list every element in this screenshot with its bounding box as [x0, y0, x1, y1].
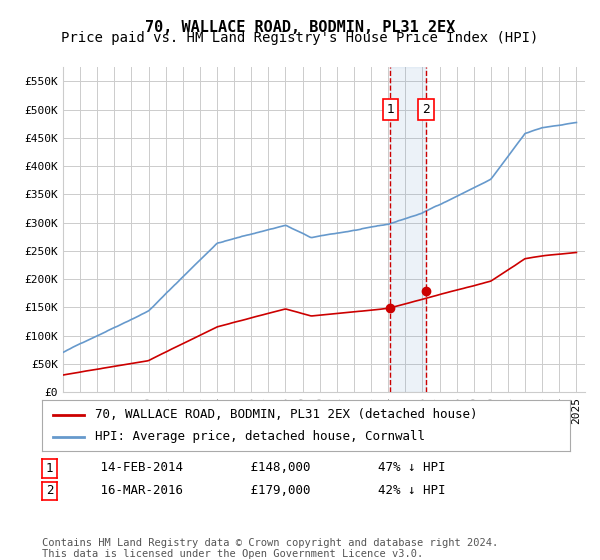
Text: 14-FEB-2014         £148,000         47% ↓ HPI: 14-FEB-2014 £148,000 47% ↓ HPI	[78, 461, 445, 474]
Text: Contains HM Land Registry data © Crown copyright and database right 2024.
This d: Contains HM Land Registry data © Crown c…	[42, 538, 498, 559]
Bar	[390, 67, 426, 392]
Text: 70, WALLACE ROAD, BODMIN, PL31 2EX: 70, WALLACE ROAD, BODMIN, PL31 2EX	[145, 20, 455, 35]
Text: HPI: Average price, detached house, Cornwall: HPI: Average price, detached house, Corn…	[95, 430, 425, 443]
Text: Price paid vs. HM Land Registry's House Price Index (HPI): Price paid vs. HM Land Registry's House …	[61, 31, 539, 45]
Text: 2: 2	[422, 103, 430, 116]
Text: 16-MAR-2016         £179,000         42% ↓ HPI: 16-MAR-2016 £179,000 42% ↓ HPI	[78, 483, 445, 497]
Text: 1: 1	[386, 103, 394, 116]
Text: 1: 1	[46, 462, 53, 475]
Text: 70, WALLACE ROAD, BODMIN, PL31 2EX (detached house): 70, WALLACE ROAD, BODMIN, PL31 2EX (deta…	[95, 408, 478, 421]
Text: 2: 2	[46, 484, 53, 497]
